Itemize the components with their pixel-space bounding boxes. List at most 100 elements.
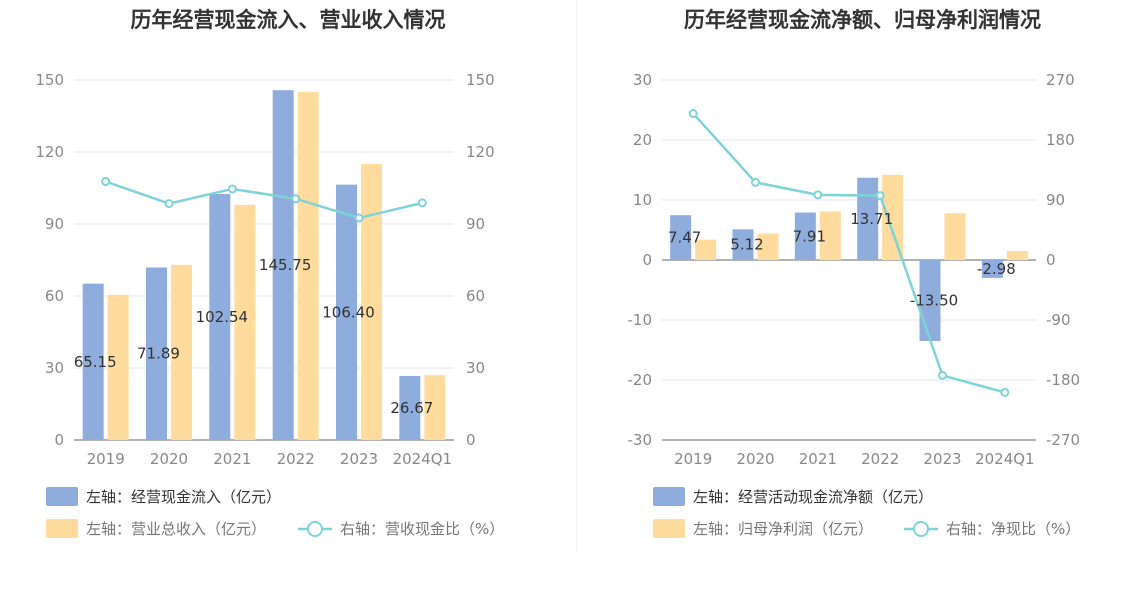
ratio-line <box>692 112 1006 394</box>
legend-label[interactable]: 左轴：归母净利润（亿元） <box>693 520 873 538</box>
ratio-point <box>938 370 947 380</box>
bar-data-label: -2.98 <box>977 260 1016 278</box>
chart-title: 历年经营现金流入、营业收入情况 <box>130 8 446 32</box>
secondary-bar <box>361 164 382 440</box>
left-axis-tick-label: -20 <box>628 371 653 389</box>
x-axis-tick-label: 2020 <box>736 450 774 468</box>
left-axis-tick-label: 30 <box>633 71 652 89</box>
primary-bar <box>146 267 167 440</box>
right-axis-tick-label: 0 <box>466 431 476 449</box>
net-cash-flow-profit-plot: -30 -20 -10 0 10 20 30 -270 -180 -90 0 90 180 270 7.47… <box>628 71 1080 538</box>
legend-swatch[interactable] <box>653 487 685 506</box>
left-axis-tick-label: 120 <box>35 143 64 161</box>
primary-bar <box>857 177 879 260</box>
bar-data-label: 5.12 <box>730 236 763 254</box>
x-axis-tick-label: 2021 <box>799 450 837 468</box>
right-axis-tick-label: 270 <box>1046 71 1075 89</box>
primary-bar <box>272 90 294 440</box>
primary-bar <box>732 229 754 260</box>
ratio-line <box>105 180 423 220</box>
right-axis-tick-label: 60 <box>466 287 485 305</box>
ratio-point <box>227 184 237 194</box>
right-axis-tick-label: 0 <box>1046 251 1056 269</box>
secondary-bar <box>171 264 192 440</box>
x-axis-tick-label: 2023 <box>923 450 961 468</box>
right-axis-tick-label: 120 <box>466 143 495 161</box>
x-axis-tick-label: 2023 <box>340 450 378 468</box>
legend-marker-icon[interactable] <box>913 521 929 537</box>
primary-bar <box>794 212 816 260</box>
primary-bar <box>399 375 421 440</box>
right-axis-tick-label: 30 <box>466 359 485 377</box>
secondary-bar <box>1006 251 1028 260</box>
ratio-point <box>1000 387 1010 397</box>
legend-swatch[interactable] <box>46 487 78 506</box>
secondary-bar <box>424 375 446 440</box>
left-axis-tick-label: 20 <box>633 131 652 149</box>
ratio-point <box>164 199 174 209</box>
x-axis-tick-label: 2022 <box>277 450 315 468</box>
primary-bar <box>336 184 357 440</box>
ratio-point <box>688 109 698 119</box>
ratio-point <box>875 191 885 201</box>
secondary-bar <box>695 239 717 260</box>
x-axis-tick-label: 2022 <box>861 450 899 468</box>
chart-title: 历年经营现金流净额、归母净利润情况 <box>684 8 1041 32</box>
x-axis-tick-label: 2021 <box>213 450 251 468</box>
left-axis-tick-label: 0 <box>642 251 652 269</box>
right-axis-tick-label: -180 <box>1046 371 1080 389</box>
ratio-point <box>101 177 111 187</box>
left-axis-tick-label: 0 <box>54 431 64 449</box>
secondary-bar <box>882 174 904 260</box>
legend-label[interactable]: 左轴：经营现金流入（亿元） <box>86 488 281 506</box>
secondary-bar <box>757 233 779 260</box>
legend-label[interactable]: 右轴：净现比（%） <box>946 520 1080 538</box>
left-axis-tick-label: -10 <box>628 311 653 329</box>
primary-bar <box>670 215 692 260</box>
bar-data-label: 26.67 <box>390 399 433 417</box>
ratio-point <box>751 177 760 187</box>
bar-data-label: 7.91 <box>793 227 826 245</box>
cash-inflow-revenue-plot: 0 30 60 90 120 150 0 30 60 90 120 150 65.15 71.89 102.… <box>35 71 504 538</box>
secondary-bar <box>234 204 256 440</box>
ratio-point <box>417 198 427 208</box>
bar-data-label: 145.75 <box>259 256 312 274</box>
panel-divider <box>576 0 577 550</box>
bar-data-label: 71.89 <box>137 345 180 363</box>
left-axis-tick-label: 10 <box>633 191 652 209</box>
right-axis-tick-label: 90 <box>1046 191 1065 209</box>
legend-label[interactable]: 左轴：营业总收入（亿元） <box>86 520 266 538</box>
left-axis-tick-label: -30 <box>628 431 653 449</box>
primary-bar <box>209 193 231 440</box>
ratio-point <box>291 194 301 204</box>
legend-swatch[interactable] <box>46 519 78 538</box>
bar-data-label: 102.54 <box>196 308 249 326</box>
secondary-bar <box>944 213 966 260</box>
secondary-bar <box>819 211 841 260</box>
x-axis-tick-label: 2024Q1 <box>393 450 453 468</box>
primary-bar <box>82 283 104 440</box>
secondary-bar <box>297 92 319 440</box>
secondary-bar <box>107 294 129 440</box>
bar-data-label: 65.15 <box>74 353 117 371</box>
legend-label[interactable]: 左轴：经营活动现金流净额（亿元） <box>693 488 933 506</box>
x-axis-tick-label: 2020 <box>150 450 188 468</box>
x-axis-tick-label: 2024Q1 <box>975 450 1035 468</box>
right-axis-tick-label: 150 <box>466 71 495 89</box>
legend-marker-icon[interactable] <box>307 521 323 537</box>
legend-swatch[interactable] <box>653 519 685 538</box>
left-axis-tick-label: 90 <box>45 215 64 233</box>
bar-data-label: -13.50 <box>910 292 958 310</box>
left-axis-tick-label: 30 <box>45 359 64 377</box>
right-axis-tick-label: 90 <box>466 215 485 233</box>
cash-inflow-revenue-chart: 历年经营现金流入、营业收入情况 0 30 60 90 120 150 0 30 60 90 120 1… <box>35 8 504 538</box>
legend-label[interactable]: 右轴：营收现金比（%） <box>340 520 504 538</box>
x-axis-tick-label: 2019 <box>674 450 712 468</box>
x-axis-tick-label: 2019 <box>87 450 125 468</box>
left-axis-tick-label: 60 <box>45 287 64 305</box>
left-axis-tick-label: 150 <box>35 71 64 89</box>
ratio-point <box>354 213 364 223</box>
primary-bar <box>981 260 1003 278</box>
ratio-point <box>813 190 823 200</box>
bar-data-label: 13.71 <box>850 210 893 228</box>
